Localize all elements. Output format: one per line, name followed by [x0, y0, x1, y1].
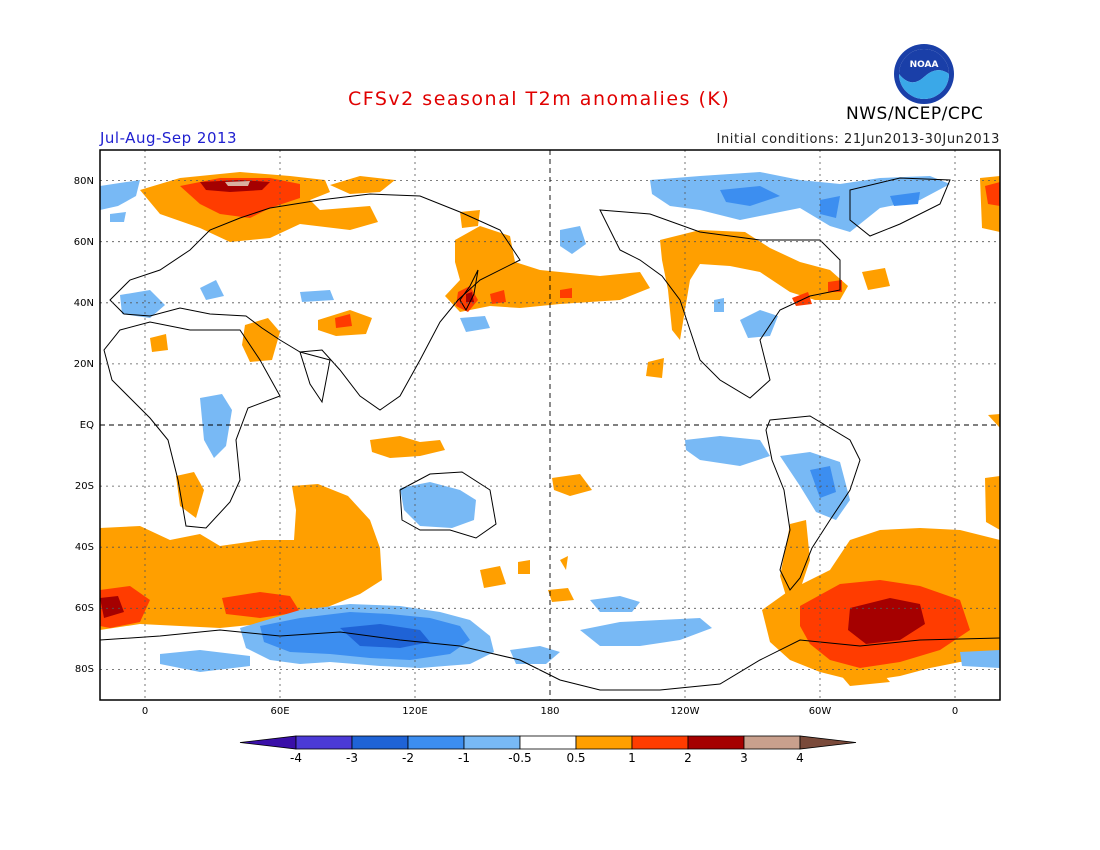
lat-label: EQ [80, 420, 94, 431]
noaa-logo-icon: NOAA [894, 44, 954, 104]
lon-label: 60W [809, 706, 832, 717]
lon-label: 0 [952, 706, 958, 717]
lat-label: 20S [75, 481, 94, 492]
svg-text:NOAA: NOAA [910, 60, 939, 70]
lat-label: 40N [74, 298, 94, 309]
initial-conditions-label: Initial conditions: 21Jun2013-30Jun2013 [716, 132, 1000, 147]
chart-title: CFSv2 seasonal T2m anomalies (K) [348, 88, 731, 110]
lat-label: 60S [75, 603, 94, 614]
lon-label: 120E [402, 706, 427, 717]
lat-label: 80S [75, 664, 94, 675]
lon-label: 180 [540, 706, 559, 717]
season-label: Jul-Aug-Sep 2013 [100, 129, 238, 147]
latitude-labels: 80N 60N 40N 20N EQ 20S 40S 60S 80S [74, 176, 94, 675]
lon-label: 60E [270, 706, 289, 717]
lat-label: 60N [74, 237, 94, 248]
lon-label: 0 [142, 706, 148, 717]
lon-label: 120W [671, 706, 700, 717]
lat-label: 80N [74, 176, 94, 187]
longitude-labels: 0 60E 120E 180 120W 60W 0 [142, 706, 958, 717]
grid-lines [100, 150, 1000, 700]
lat-label: 20N [74, 359, 94, 370]
map-frame [99, 149, 1001, 701]
agency-label: NWS/NCEP/CPC [846, 104, 984, 124]
lat-label: 40S [75, 542, 94, 553]
